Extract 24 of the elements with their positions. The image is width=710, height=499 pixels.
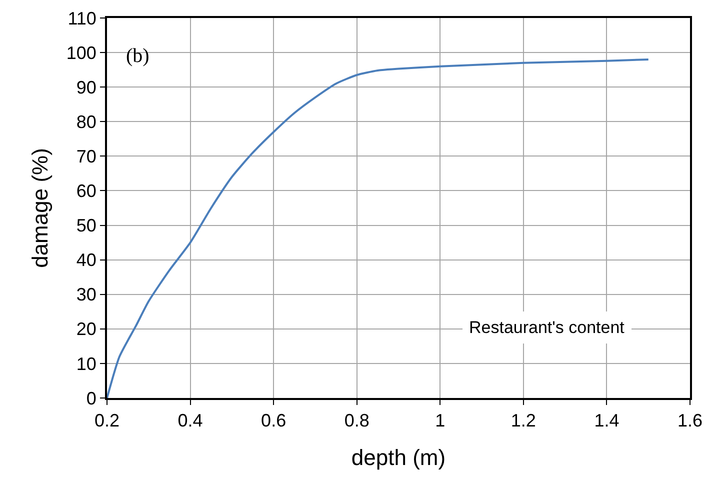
y-tick-label: 60 (76, 181, 96, 202)
y-tick-label: 110 (68, 8, 96, 28)
y-tick-label: 10 (76, 354, 96, 374)
x-tick-label: 1.4 (594, 410, 620, 431)
x-tick-label: 0.4 (178, 410, 203, 431)
y-tick-label: 50 (76, 216, 96, 236)
x-tick-label: 1 (435, 410, 446, 431)
y-tick-label: 20 (76, 319, 96, 340)
x-tick-label: 1.6 (677, 410, 703, 431)
y-tick-label: 90 (76, 77, 96, 98)
y-tick-label: 0 (86, 388, 96, 408)
x-tick-label: 0.8 (344, 410, 370, 431)
y-tick-label: 100 (66, 42, 96, 63)
y-tick-label: 70 (76, 146, 96, 166)
y-tick-label: 40 (76, 250, 96, 270)
annotation: (b) (126, 45, 150, 67)
y-tick-label: 30 (76, 284, 96, 305)
annotation: Restaurant's content (469, 318, 625, 337)
x-axis-title: depth (m) (351, 445, 446, 470)
x-tick-label: 0.2 (94, 410, 120, 431)
y-tick-label: 80 (76, 112, 96, 132)
x-tick-label: 0.6 (261, 410, 286, 431)
y-axis-title: damage (%) (28, 148, 53, 268)
x-tick-label: 1.2 (510, 410, 536, 431)
